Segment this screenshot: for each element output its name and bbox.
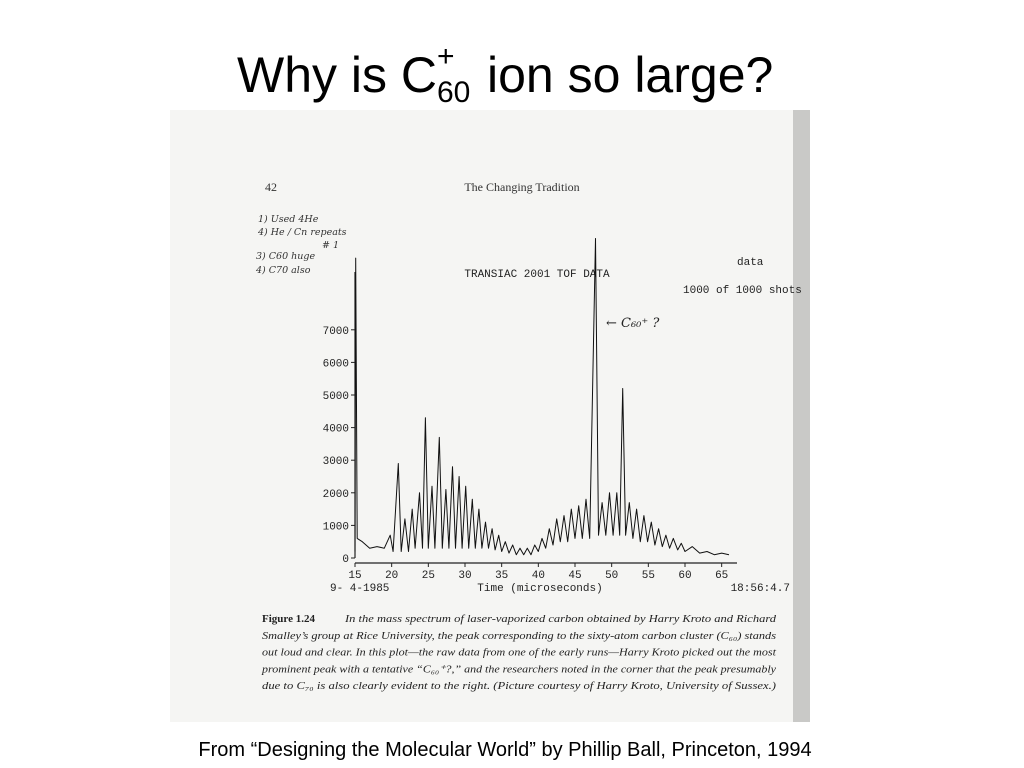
spectrum-trace [354,238,730,556]
x-tick-label: 25 [422,570,435,582]
y-tick-label: 7000 [323,326,349,338]
x-tick-label: 50 [605,570,618,582]
plot-title: TRANSIAC 2001 TOF DATA [464,269,610,281]
y-tick-label: 4000 [323,424,349,436]
time-label: 18:56:4.7 [731,583,790,595]
shots-label: 1000 of 1000 shots [683,285,802,297]
figure-label: Figure 1.24 [262,613,315,625]
scan-edge [793,110,810,722]
data-label: data [737,257,764,269]
handwritten-note: 4) He / Cn repeats [257,227,347,238]
x-tick-label: 60 [678,570,691,582]
peak-annotation: ← C₆₀⁺ ? [606,316,660,331]
y-tick-label: 5000 [323,391,349,403]
x-tick-label: 35 [495,570,508,582]
title-main: Why is C [237,47,437,103]
title-superscript: + [437,40,455,73]
scan-background [170,110,810,722]
caption-line: out loud and clear. In this plot—the raw… [262,647,777,659]
handwritten-note: 3) C60 huge [256,251,315,262]
title-subscript: 60 [437,76,470,109]
page-number: 42 [265,180,277,194]
source-footer: From “Designing the Molecular World” by … [198,739,811,761]
handwritten-notes: 1) Used 4He 4) He / Cn repeats # 1 3) C60 h… [255,214,347,276]
x-tick-label: 65 [715,570,728,582]
x-tick-label: 20 [385,570,398,582]
y-tick-label: 0 [342,554,349,566]
x-tick-label: 30 [458,570,471,582]
caption-line: prominent peak with a tentative “C₆₀⁺?,”… [261,663,776,675]
y-tick-label: 6000 [323,358,349,370]
y-tick-label: 3000 [323,456,349,468]
caption-line: In the mass spectrum of laser-vaporized … [344,613,777,625]
y-tick-label: 2000 [323,489,349,501]
y-tick-label: 1000 [323,521,349,533]
handwritten-note: 1) Used 4He [258,214,319,225]
x-tick-label: 45 [568,570,581,582]
x-axis-label: Time (microseconds) [477,583,602,595]
x-tick-label: 55 [642,570,655,582]
running-head: The Changing Tradition [464,180,579,194]
title-rest: ion so large? [487,47,773,103]
caption-line: Smalley’s group at Rice University, the … [262,630,776,642]
handwritten-note: 4) C70 also [255,265,311,276]
x-tick-label: 15 [348,570,361,582]
x-tick-label: 40 [532,570,545,582]
spectrum-plot: TRANSIAC 2001 TOF DATA data 1000 of 1000… [323,238,802,595]
figure-caption: Figure 1.24 In the mass spectrum of lase… [261,613,777,692]
handwritten-note: # 1 [322,240,339,251]
date-label: 9- 4-1985 [330,583,389,595]
caption-line: due to C₇₀ is also clearly evident to th… [262,680,776,692]
